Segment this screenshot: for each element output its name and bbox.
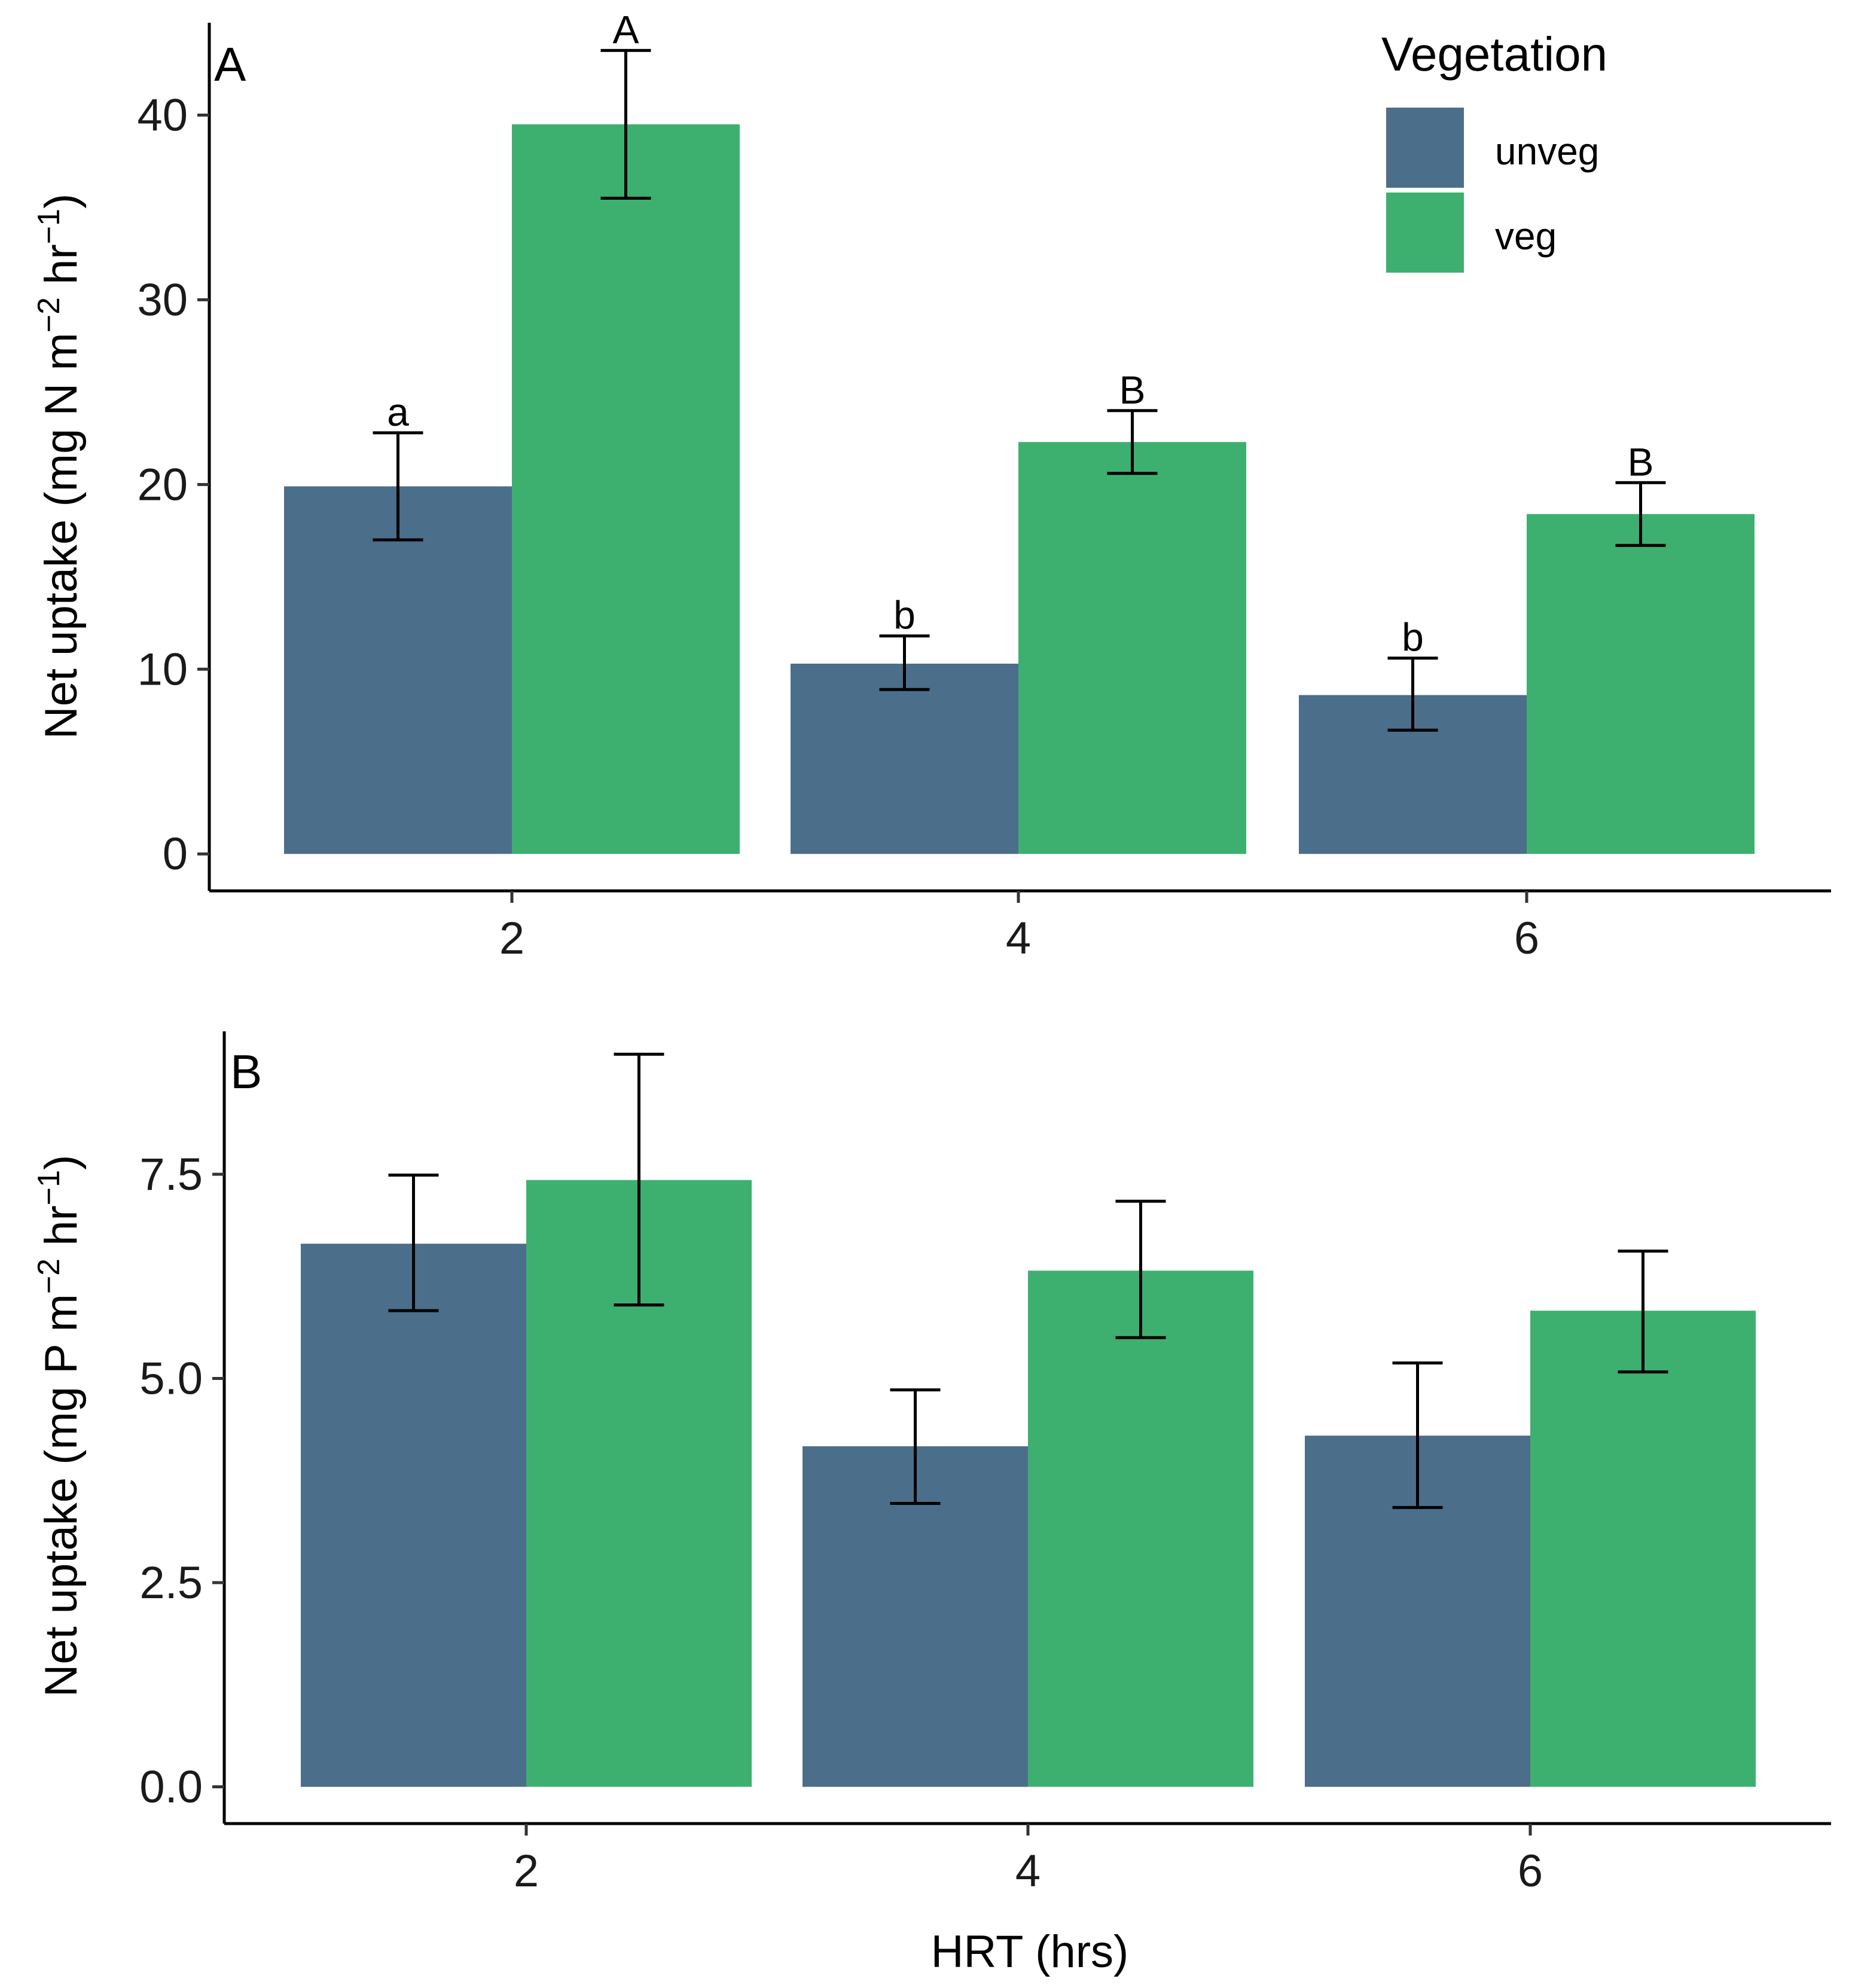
y-tick-label: 0.0: [139, 1762, 203, 1813]
y-tick-label: 5.0: [139, 1354, 203, 1404]
bar-veg-hrt-4: [1028, 1271, 1253, 1787]
bar-veg-hrt-6: [1527, 514, 1755, 854]
error-bar-unveg-hrt-4: [879, 634, 930, 691]
significance-label-unveg-hrt-6: b: [1402, 615, 1424, 659]
y-tick-label: 30: [137, 274, 188, 325]
x-tick-label: 2: [499, 913, 524, 964]
error-bar-veg-hrt-2: [614, 1052, 664, 1307]
y-tick-label: 0: [163, 829, 188, 880]
legend-label-veg: veg: [1495, 215, 1557, 258]
error-bar-unveg-hrt-6: [1392, 1361, 1443, 1509]
legend-swatch-veg: [1386, 193, 1464, 273]
error-bar-veg-hrt-2: [600, 48, 651, 200]
error-bar-unveg-hrt-2: [373, 431, 423, 542]
y-tick-label: 20: [137, 459, 188, 510]
significance-label-veg-hrt-6: B: [1627, 439, 1653, 484]
legend: Vegetation unveg veg: [1381, 28, 1607, 273]
y-tick-label: 10: [137, 644, 188, 695]
x-tick-label: 4: [1015, 1846, 1041, 1897]
legend-swatch-unveg: [1386, 108, 1464, 188]
error-bar-veg-hrt-4: [1115, 1199, 1166, 1339]
error-bar-veg-hrt-6: [1618, 1249, 1668, 1374]
x-tick-label: 6: [1518, 1846, 1543, 1897]
legend-label-unveg: unveg: [1495, 130, 1599, 173]
y-tick-label: 7.5: [139, 1149, 203, 1200]
bar-veg-hrt-6: [1530, 1311, 1756, 1787]
error-bar-unveg-hrt-6: [1387, 656, 1438, 732]
x-tick-label: 4: [1006, 913, 1031, 964]
x-tick-label: 2: [514, 1846, 539, 1897]
error-bar-unveg-hrt-4: [890, 1388, 941, 1505]
y-tick-label: 40: [137, 90, 188, 141]
panel-a-tag: A: [214, 38, 246, 91]
bar-unveg-hrt-4: [791, 664, 1018, 854]
significance-label-veg-hrt-2: A: [612, 7, 639, 51]
x-axis-title: HRT (hrs): [931, 1926, 1129, 1977]
panel-b-y-axis-title: Net uptake (mg P m−2 hr−1): [32, 1155, 87, 1697]
bar-veg-hrt-4: [1018, 442, 1246, 854]
bar-veg-hrt-2: [512, 124, 740, 854]
legend-title: Vegetation: [1381, 28, 1607, 81]
bar-unveg-hrt-2: [301, 1244, 526, 1787]
y-tick-label: 2.5: [139, 1558, 203, 1608]
panel-a: a Ab Bb B 0 10 20 30 40 2 4 6 A Net uptake (mg N …: [32, 7, 1831, 964]
error-bar-unveg-hrt-2: [388, 1173, 439, 1312]
x-tick-label: 6: [1514, 913, 1539, 964]
panel-a-y-axis-title: Net uptake (mg N m−2 hr−1): [32, 194, 87, 740]
significance-label-veg-hrt-4: B: [1119, 368, 1145, 412]
panel-b: 0.0 2.5 5.0 7.5 2 4 6 B Net uptake (mg P m−2 …: [32, 1031, 1831, 1977]
bar-unveg-hrt-2: [284, 486, 512, 854]
significance-label-unveg-hrt-2: a: [387, 390, 409, 434]
significance-label-unveg-hrt-4: b: [893, 593, 916, 637]
error-bar-veg-hrt-4: [1107, 409, 1158, 475]
panel-b-tag: B: [230, 1045, 262, 1098]
error-bar-veg-hrt-6: [1615, 481, 1666, 547]
